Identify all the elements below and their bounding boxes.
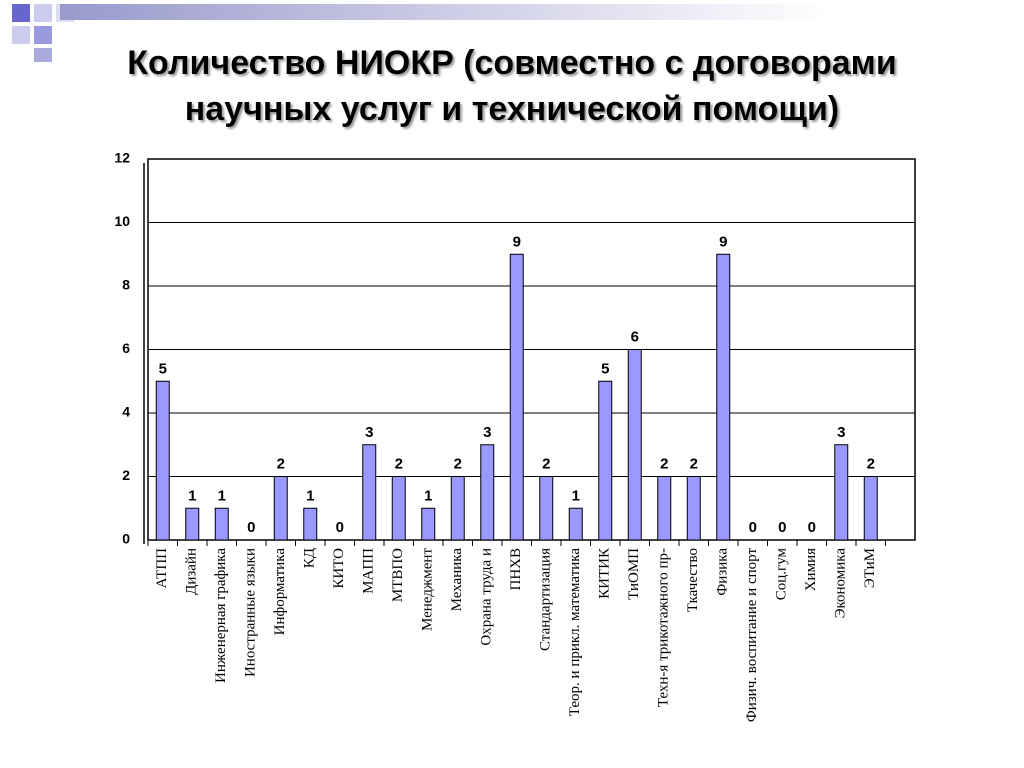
y-tick-label: 2 bbox=[122, 467, 130, 483]
x-tick-label: Химия bbox=[803, 548, 819, 591]
x-tick-label: Иностранные языки bbox=[243, 548, 259, 677]
bar bbox=[627, 349, 642, 541]
bar bbox=[598, 380, 613, 541]
x-tick-label: Дизайн bbox=[184, 548, 200, 595]
bar bbox=[863, 476, 878, 541]
y-tick-label: 0 bbox=[122, 531, 130, 547]
x-tick-label: Инженерная графика bbox=[213, 548, 229, 683]
x-tick-label: Стандартизация bbox=[538, 548, 554, 651]
bar bbox=[185, 507, 200, 541]
value-label: 1 bbox=[424, 487, 432, 504]
bar bbox=[362, 444, 377, 541]
value-label: 6 bbox=[631, 329, 639, 346]
value-label: 1 bbox=[572, 487, 580, 504]
value-label: 2 bbox=[395, 456, 403, 473]
x-tick-label: ЭТиМ bbox=[862, 548, 878, 588]
value-label: 1 bbox=[306, 487, 314, 504]
bar bbox=[391, 476, 406, 541]
bar bbox=[657, 476, 672, 541]
bar bbox=[716, 253, 731, 541]
x-tick-label: Соц.гум bbox=[774, 547, 790, 600]
bar bbox=[303, 507, 318, 541]
x-tick-label: МТВПО bbox=[390, 548, 406, 602]
bar bbox=[273, 476, 288, 541]
x-tick-label: МАПП bbox=[361, 548, 377, 594]
bar bbox=[834, 444, 849, 541]
bar bbox=[450, 476, 465, 541]
x-tick-label: Механика bbox=[449, 548, 465, 612]
x-tick-label: ПНХВ bbox=[508, 548, 524, 591]
value-label: 3 bbox=[837, 424, 845, 441]
bar bbox=[155, 380, 170, 541]
chart-title: научных услуг и технической помощи) bbox=[185, 90, 840, 128]
value-label: 0 bbox=[808, 519, 816, 536]
x-tick-label: Физич. воспитание и спорт bbox=[744, 548, 760, 723]
value-label: 2 bbox=[454, 456, 462, 473]
x-tick-label: Физика bbox=[715, 548, 731, 596]
x-tick-label: КИТИК bbox=[597, 547, 613, 599]
value-label: 2 bbox=[660, 456, 668, 473]
bar bbox=[421, 507, 436, 541]
x-tick-label: КИТО bbox=[331, 548, 347, 589]
x-tick-label: Ткачество bbox=[685, 548, 701, 612]
x-tick-label: Экономика bbox=[833, 548, 849, 619]
y-tick-label: 8 bbox=[122, 277, 130, 293]
value-label: 0 bbox=[749, 519, 757, 536]
value-label: 1 bbox=[188, 487, 196, 504]
value-label: 1 bbox=[218, 487, 226, 504]
value-label: 5 bbox=[159, 360, 167, 377]
x-tick-label: Техн-я трикотажного пр- bbox=[656, 548, 672, 707]
value-label: 5 bbox=[601, 360, 609, 377]
value-label: 0 bbox=[336, 519, 344, 536]
value-label: 9 bbox=[719, 233, 727, 250]
bar bbox=[686, 476, 701, 541]
y-tick-label: 10 bbox=[114, 213, 130, 229]
x-tick-label: Менеджмент bbox=[420, 548, 436, 631]
value-label: 0 bbox=[247, 519, 255, 536]
bar bbox=[509, 253, 524, 541]
bar bbox=[568, 507, 583, 541]
x-tick-label: ТиОМП bbox=[626, 548, 642, 600]
chart-title: Количество НИОКР (совместно с договорами bbox=[127, 44, 896, 82]
value-label: 3 bbox=[365, 424, 373, 441]
y-tick-label: 6 bbox=[122, 340, 130, 356]
y-tick-label: 4 bbox=[122, 404, 130, 420]
x-tick-label: Охрана труда и bbox=[479, 548, 495, 646]
x-tick-label: Информатика bbox=[272, 548, 288, 636]
bar bbox=[214, 507, 229, 541]
x-tick-label: КД bbox=[302, 548, 318, 568]
x-tick-label: АТПП bbox=[154, 548, 170, 589]
y-tick-label: 12 bbox=[114, 150, 130, 166]
corner-decoration bbox=[12, 4, 1024, 62]
value-label: 0 bbox=[778, 519, 786, 536]
value-label: 2 bbox=[690, 456, 698, 473]
value-label: 2 bbox=[542, 456, 550, 473]
value-label: 2 bbox=[867, 456, 875, 473]
bar bbox=[480, 444, 495, 541]
value-label: 3 bbox=[483, 424, 491, 441]
bar bbox=[539, 476, 554, 541]
x-tick-label: Теор. и прикл. математика bbox=[567, 548, 583, 717]
value-label: 9 bbox=[513, 233, 521, 250]
value-label: 2 bbox=[277, 456, 285, 473]
